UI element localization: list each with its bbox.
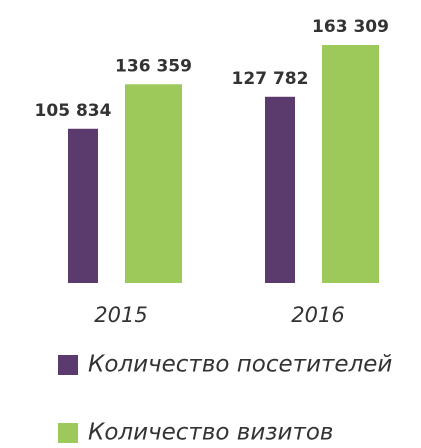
bar <box>322 45 379 283</box>
value-label: 163 309 <box>312 17 389 37</box>
bar <box>68 128 98 283</box>
value-label: 105 834 <box>35 101 112 121</box>
bar <box>125 84 182 283</box>
value-label: 127 782 <box>232 69 309 89</box>
legend-swatch <box>58 355 78 375</box>
legend-label: Количество визитов <box>88 420 333 446</box>
bar <box>265 96 295 283</box>
x-tick-label: 2016 <box>291 303 344 327</box>
legend-swatch <box>58 423 78 443</box>
legend-label: Количество посетителей <box>88 352 392 378</box>
value-label: 136 359 <box>115 56 192 76</box>
x-tick-label: 2015 <box>94 303 147 327</box>
